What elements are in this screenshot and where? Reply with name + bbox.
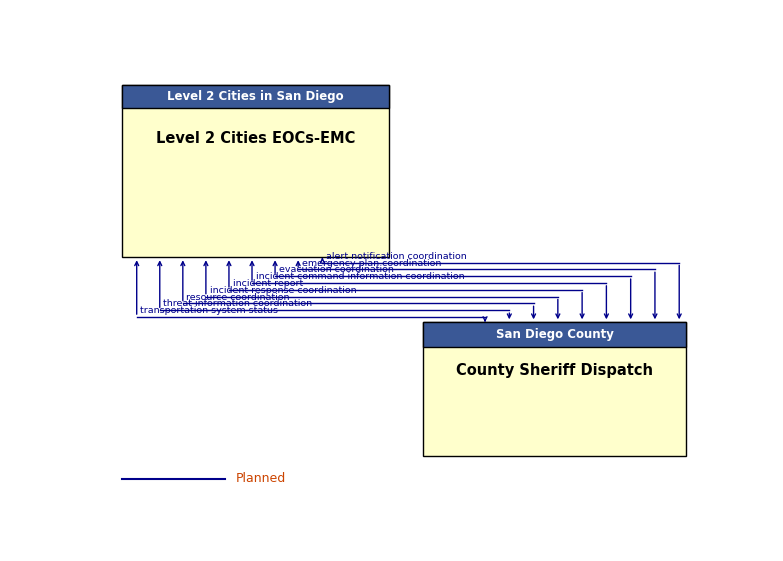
Text: Planned: Planned (236, 472, 287, 485)
Text: Level 2 Cities in San Diego: Level 2 Cities in San Diego (168, 90, 344, 103)
Text: evacuation coordination: evacuation coordination (279, 265, 394, 274)
Text: Level 2 Cities EOCs-EMC: Level 2 Cities EOCs-EMC (156, 131, 355, 146)
Text: emergency plan coordination: emergency plan coordination (301, 259, 441, 268)
Text: alert notification coordination: alert notification coordination (326, 252, 467, 261)
Text: transportation system status: transportation system status (140, 306, 278, 315)
Text: incident command information coordination: incident command information coordinatio… (256, 272, 464, 281)
Text: San Diego County: San Diego County (496, 328, 613, 341)
Text: incident response coordination: incident response coordination (210, 286, 356, 295)
Bar (423, 322, 687, 347)
Text: threat information coordination: threat information coordination (164, 300, 312, 309)
Text: County Sheriff Dispatch: County Sheriff Dispatch (456, 363, 653, 378)
Text: resource coordination: resource coordination (186, 293, 290, 302)
Bar (423, 322, 687, 456)
Bar (122, 85, 389, 108)
Bar (122, 85, 389, 257)
Text: incident report: incident report (233, 279, 303, 288)
